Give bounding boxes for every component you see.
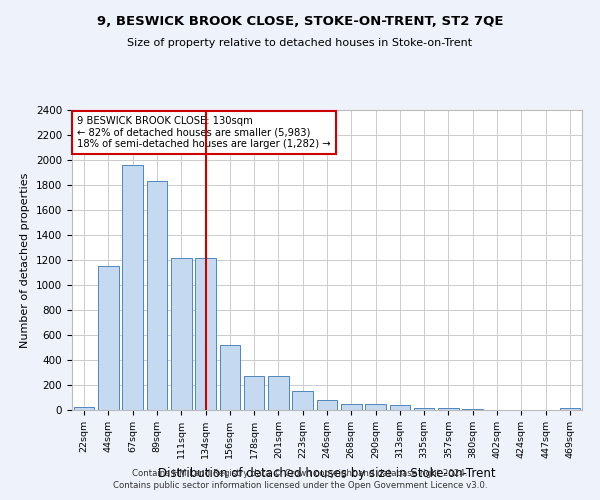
Bar bbox=[171, 258, 191, 410]
Bar bbox=[195, 258, 216, 410]
Bar bbox=[146, 181, 167, 410]
Text: Contains HM Land Registry data © Crown copyright and database right 2024.: Contains HM Land Registry data © Crown c… bbox=[132, 468, 468, 477]
Bar bbox=[74, 407, 94, 410]
Bar bbox=[365, 404, 386, 410]
Bar bbox=[220, 345, 240, 410]
Bar bbox=[122, 165, 143, 410]
X-axis label: Distribution of detached houses by size in Stoke-on-Trent: Distribution of detached houses by size … bbox=[158, 466, 496, 479]
Bar bbox=[317, 400, 337, 410]
Bar bbox=[98, 266, 119, 410]
Bar bbox=[341, 404, 362, 410]
Text: Size of property relative to detached houses in Stoke-on-Trent: Size of property relative to detached ho… bbox=[127, 38, 473, 48]
Text: Contains public sector information licensed under the Open Government Licence v3: Contains public sector information licen… bbox=[113, 481, 487, 490]
Bar bbox=[292, 391, 313, 410]
Bar bbox=[414, 408, 434, 410]
Text: 9, BESWICK BROOK CLOSE, STOKE-ON-TRENT, ST2 7QE: 9, BESWICK BROOK CLOSE, STOKE-ON-TRENT, … bbox=[97, 15, 503, 28]
Bar bbox=[389, 405, 410, 410]
Text: 9 BESWICK BROOK CLOSE: 130sqm
← 82% of detached houses are smaller (5,983)
18% o: 9 BESWICK BROOK CLOSE: 130sqm ← 82% of d… bbox=[77, 116, 331, 149]
Bar bbox=[560, 408, 580, 410]
Bar bbox=[244, 376, 265, 410]
Bar bbox=[268, 376, 289, 410]
Y-axis label: Number of detached properties: Number of detached properties bbox=[20, 172, 31, 348]
Bar bbox=[438, 408, 459, 410]
